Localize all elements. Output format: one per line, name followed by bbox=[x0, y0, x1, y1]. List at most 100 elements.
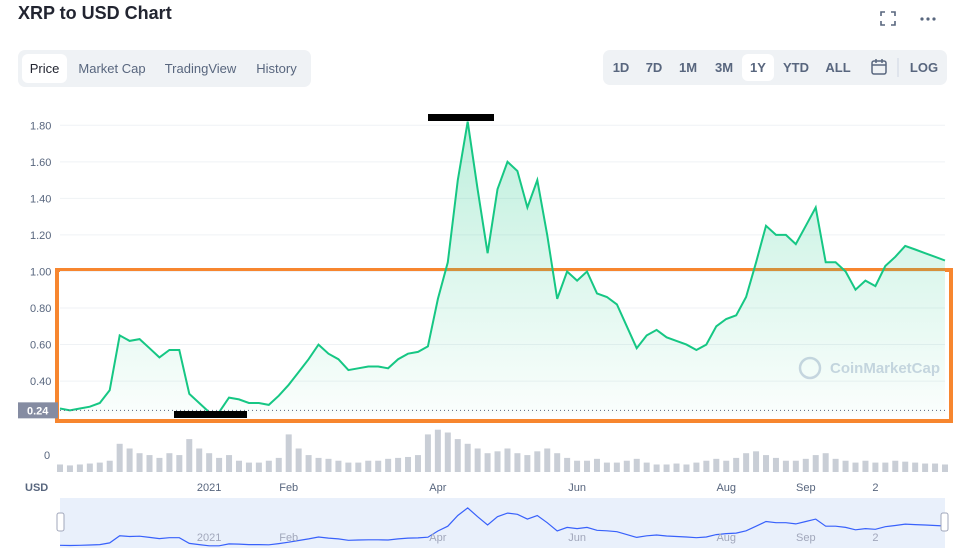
volume-bar bbox=[723, 460, 730, 472]
volume-bar bbox=[86, 463, 93, 472]
navigator-label: Aug bbox=[716, 532, 736, 544]
volume-bar bbox=[633, 458, 640, 472]
volume-bar bbox=[882, 462, 889, 472]
range-button[interactable]: 7D bbox=[646, 60, 663, 75]
volume-bar bbox=[763, 455, 770, 472]
range-button[interactable]: 1D bbox=[613, 60, 630, 75]
volume-bar bbox=[414, 455, 421, 472]
volume-bar bbox=[832, 458, 839, 472]
volume-bar bbox=[305, 455, 312, 472]
volume-bar bbox=[693, 462, 700, 472]
y-tick-label: 1.40 bbox=[30, 193, 51, 205]
range-button[interactable]: 1Y bbox=[750, 60, 766, 75]
navigator-handle[interactable] bbox=[56, 512, 65, 532]
volume-bar bbox=[902, 461, 909, 472]
volume-bar bbox=[255, 462, 262, 472]
current-price-label: 0.24 bbox=[27, 405, 49, 417]
volume-bar bbox=[365, 460, 372, 472]
volume-bar bbox=[106, 460, 113, 472]
volume-bar bbox=[424, 434, 431, 472]
navigator-label: Feb bbox=[279, 532, 298, 544]
volume-bar bbox=[922, 463, 929, 472]
volume-bar bbox=[395, 457, 402, 472]
volume-bar bbox=[613, 462, 620, 472]
volume-bar bbox=[474, 448, 481, 472]
log-button[interactable]: LOG bbox=[910, 60, 938, 75]
volume-bar bbox=[76, 464, 83, 472]
x-tick-label: Apr bbox=[429, 482, 446, 494]
volume-bar bbox=[743, 453, 750, 472]
currency-label: USD bbox=[25, 482, 48, 494]
range-button[interactable]: YTD bbox=[783, 60, 809, 75]
volume-bar bbox=[444, 432, 451, 472]
calendar-icon[interactable] bbox=[871, 59, 887, 75]
volume-bar bbox=[534, 451, 541, 472]
volume-bar bbox=[524, 455, 531, 472]
volume-bar bbox=[335, 460, 342, 472]
volume-bar bbox=[713, 458, 720, 472]
volume-bar bbox=[315, 457, 322, 472]
volume-bar bbox=[603, 462, 610, 472]
more-icon[interactable] bbox=[920, 17, 936, 21]
y-tick-label: 0.60 bbox=[30, 340, 51, 352]
volume-bar bbox=[912, 462, 919, 472]
range-button[interactable]: 1M bbox=[679, 60, 697, 75]
navigator-label: 2 bbox=[872, 532, 878, 544]
volume-bar bbox=[464, 443, 471, 472]
tab[interactable]: Price bbox=[30, 61, 60, 76]
volume-bar bbox=[593, 458, 600, 472]
volume-bar bbox=[156, 457, 163, 472]
range-button[interactable]: ALL bbox=[825, 60, 850, 75]
volume-bar bbox=[265, 460, 272, 472]
tab-bar bbox=[18, 50, 311, 87]
volume-bar bbox=[852, 462, 859, 472]
volume-bar bbox=[235, 460, 242, 472]
range-selected bbox=[742, 54, 774, 81]
navigator-label: Sep bbox=[796, 532, 816, 544]
volume-bar bbox=[683, 464, 690, 472]
volume-bar bbox=[57, 464, 63, 472]
price-line bbox=[59, 121, 946, 414]
volume-bar bbox=[226, 455, 233, 472]
volume-bar bbox=[753, 451, 760, 472]
range-button[interactable]: 3M bbox=[715, 60, 733, 75]
x-tick-label: Sep bbox=[796, 482, 816, 494]
volume-bar bbox=[484, 453, 491, 472]
volume-bar bbox=[842, 460, 849, 472]
y-tick-label: 1.80 bbox=[30, 120, 51, 132]
volume-bar bbox=[772, 457, 779, 472]
y-tick-label: 1.20 bbox=[30, 230, 51, 242]
volume-bar bbox=[345, 462, 352, 472]
volume-bar bbox=[703, 460, 710, 472]
volume-bar bbox=[136, 453, 143, 472]
volume-bar bbox=[325, 458, 332, 472]
volume-bar bbox=[216, 457, 223, 472]
volume-bar bbox=[285, 434, 292, 472]
volume-bar bbox=[733, 457, 740, 472]
volume-bar bbox=[454, 439, 461, 472]
volume-bar bbox=[166, 453, 173, 472]
fullscreen-icon[interactable] bbox=[880, 11, 896, 26]
volume-bar bbox=[544, 448, 551, 472]
volume-bar bbox=[504, 448, 511, 472]
volume-bar bbox=[96, 462, 103, 472]
volume-bar bbox=[653, 464, 660, 472]
volume-bar bbox=[892, 460, 899, 472]
tab[interactable]: Market Cap bbox=[78, 61, 145, 76]
navigator-handle[interactable] bbox=[940, 512, 949, 532]
x-tick-label: Feb bbox=[279, 482, 298, 494]
redaction bbox=[174, 411, 247, 418]
y-tick-label: 0.80 bbox=[30, 303, 51, 315]
volume-bar bbox=[434, 429, 441, 472]
volume-bar bbox=[514, 453, 521, 472]
page-title: XRP to USD Chart bbox=[18, 3, 172, 23]
tab[interactable]: TradingView bbox=[165, 61, 237, 76]
navigator-label: Apr bbox=[429, 532, 446, 544]
tab[interactable]: History bbox=[256, 61, 297, 76]
navigator-line bbox=[59, 507, 946, 547]
volume-bar bbox=[206, 453, 213, 472]
volume-bar bbox=[812, 455, 819, 472]
volume-bar bbox=[663, 464, 670, 472]
volume-bar bbox=[295, 448, 302, 472]
